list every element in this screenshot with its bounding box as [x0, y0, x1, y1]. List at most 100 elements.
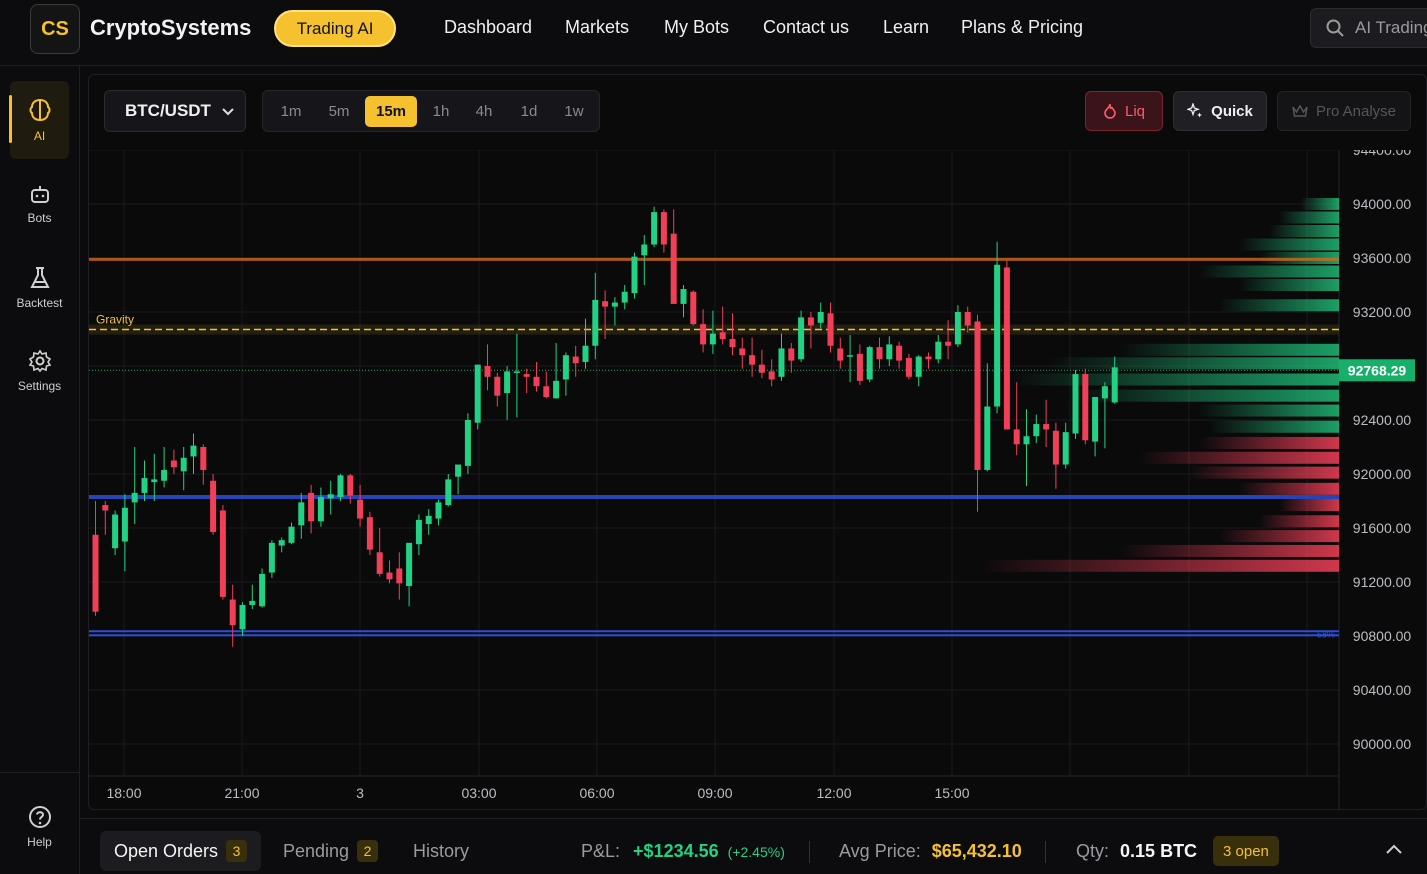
candle-body — [915, 356, 922, 377]
sidebar-item-label: AI — [33, 129, 46, 143]
timeframe-1m[interactable]: 1m — [280, 103, 302, 120]
candle-body — [798, 317, 805, 360]
sidebar-item-backtest[interactable]: Backtest — [10, 249, 69, 327]
price-tick-label: 91200.00 — [1353, 574, 1412, 590]
pro-analyse-button[interactable]: Pro Analyse — [1277, 91, 1411, 131]
candle-body — [386, 572, 393, 580]
price-tick-label: 92000.00 — [1353, 466, 1412, 482]
candle-body — [670, 233, 677, 304]
search-input[interactable]: AI Trading — [1310, 8, 1427, 48]
candle-body — [308, 492, 315, 522]
candle-body — [141, 478, 148, 493]
candle-body — [102, 505, 109, 511]
candle-body — [533, 376, 540, 387]
candle-body — [268, 542, 275, 573]
liquidity-heat-bar — [1119, 544, 1339, 557]
candle-body — [709, 333, 716, 345]
gear-icon — [28, 349, 51, 373]
candle-body — [974, 321, 981, 470]
candle-body — [964, 312, 971, 326]
timeframe-4h[interactable]: 4h — [475, 103, 493, 120]
sidebar-item-label: Settings — [17, 379, 62, 393]
brain-icon — [29, 98, 50, 122]
time-tick-label: 12:00 — [816, 785, 851, 801]
quick-button[interactable]: Quick — [1173, 91, 1267, 131]
candle-body — [474, 364, 481, 423]
chevron-up-icon[interactable] — [1385, 843, 1403, 857]
brand-name[interactable]: CryptoSystems — [90, 15, 252, 40]
price-tick-label: 94000.00 — [1353, 196, 1412, 212]
pair-selector[interactable]: BTC/USDT — [104, 90, 246, 132]
nav-plans-pricing[interactable]: Plans & Pricing — [961, 17, 1084, 37]
top-navigation-bar: CS CryptoSystems Trading AI Dashboard Ma… — [0, 0, 1427, 66]
qty-label: Qty: — [1076, 841, 1110, 861]
candle-body — [200, 447, 207, 470]
logo[interactable]: CS — [30, 4, 80, 54]
sidebar-item-ai[interactable]: AI — [9, 81, 69, 159]
candle-body — [1092, 397, 1099, 442]
candle-body — [504, 371, 511, 393]
candle-body — [660, 212, 667, 245]
orders-bar: Open Orders 3 Pending 2 History P&L: +$1… — [80, 818, 1427, 874]
sparkle-icon — [1187, 103, 1203, 118]
candle-body — [719, 332, 726, 339]
candlestick-chart[interactable]: Gravity 58% 94400.00 94000.00 93600.00 93200.… — [89, 150, 1427, 810]
timeframe-1d[interactable]: 1d — [520, 103, 538, 120]
candle-body — [611, 302, 618, 307]
sidebar-item-label: Bots — [27, 211, 52, 225]
pair-label: BTC/USDT — [125, 101, 211, 120]
sidebar-item-settings[interactable]: Settings — [10, 332, 69, 410]
trading-ai-button[interactable]: Trading AI — [274, 10, 396, 47]
candle-body — [180, 457, 187, 472]
avg-price-value: $65,432.10 — [931, 841, 1022, 861]
candle-body — [1111, 367, 1118, 403]
candle-body — [219, 510, 226, 597]
candle-body — [464, 420, 471, 466]
liquidity-heat-bar — [1119, 343, 1339, 356]
nav-dashboard[interactable]: Dashboard — [444, 17, 533, 37]
tab-history[interactable]: History — [413, 831, 469, 871]
sidebar-item-help[interactable]: Help — [10, 788, 69, 866]
liquidity-heat-bar — [979, 559, 1339, 572]
time-tick-label: 09:00 — [697, 785, 732, 801]
candle-body — [327, 494, 334, 499]
tab-open-orders[interactable]: Open Orders 3 — [100, 831, 262, 871]
timeframe-1w[interactable]: 1w — [564, 103, 584, 120]
candle-body — [366, 517, 373, 550]
candle-body — [1033, 424, 1040, 437]
candle-body — [1062, 432, 1069, 465]
nav-learn[interactable]: Learn — [883, 17, 930, 37]
candle-body — [210, 480, 217, 533]
candle-body — [190, 445, 197, 457]
candle-body — [249, 600, 256, 605]
time-tick-label: 03:00 — [461, 785, 496, 801]
nav-contact-us[interactable]: Contact us — [763, 17, 850, 37]
timeframe-5m[interactable]: 5m — [328, 103, 350, 120]
nav-markets[interactable]: Markets — [565, 17, 630, 37]
price-tick-label: 90000.00 — [1353, 736, 1412, 752]
divider — [809, 841, 810, 863]
candle-body — [582, 345, 589, 362]
candle-body — [317, 496, 324, 522]
liquidity-heat-bar — [1009, 373, 1339, 386]
price-tick-label: 91600.00 — [1353, 520, 1412, 536]
sidebar-item-bots[interactable]: Bots — [10, 165, 69, 243]
candle-body — [347, 475, 354, 496]
candle-body — [631, 256, 638, 294]
liquidity-heat-bar — [1279, 211, 1339, 224]
candle-body — [680, 289, 687, 304]
liquidity-heat-bar — [1301, 198, 1339, 210]
candle-body — [1013, 429, 1020, 445]
nav-my-bots[interactable]: My Bots — [664, 17, 730, 37]
candle-body — [856, 353, 863, 381]
candle-body — [886, 344, 893, 360]
tab-pending[interactable]: Pending 2 — [283, 831, 379, 871]
pro-analyse-label: Pro Analyse — [1315, 102, 1397, 120]
liq-button[interactable]: Liq — [1085, 91, 1163, 131]
timeframe-15m[interactable]: 15m — [365, 96, 417, 127]
candle-body — [435, 502, 442, 519]
time-tick-label: 15:00 — [934, 785, 969, 801]
liquidity-heat-bar — [1219, 530, 1339, 543]
timeframe-1h[interactable]: 1h — [432, 103, 450, 120]
candle-body — [788, 348, 795, 361]
